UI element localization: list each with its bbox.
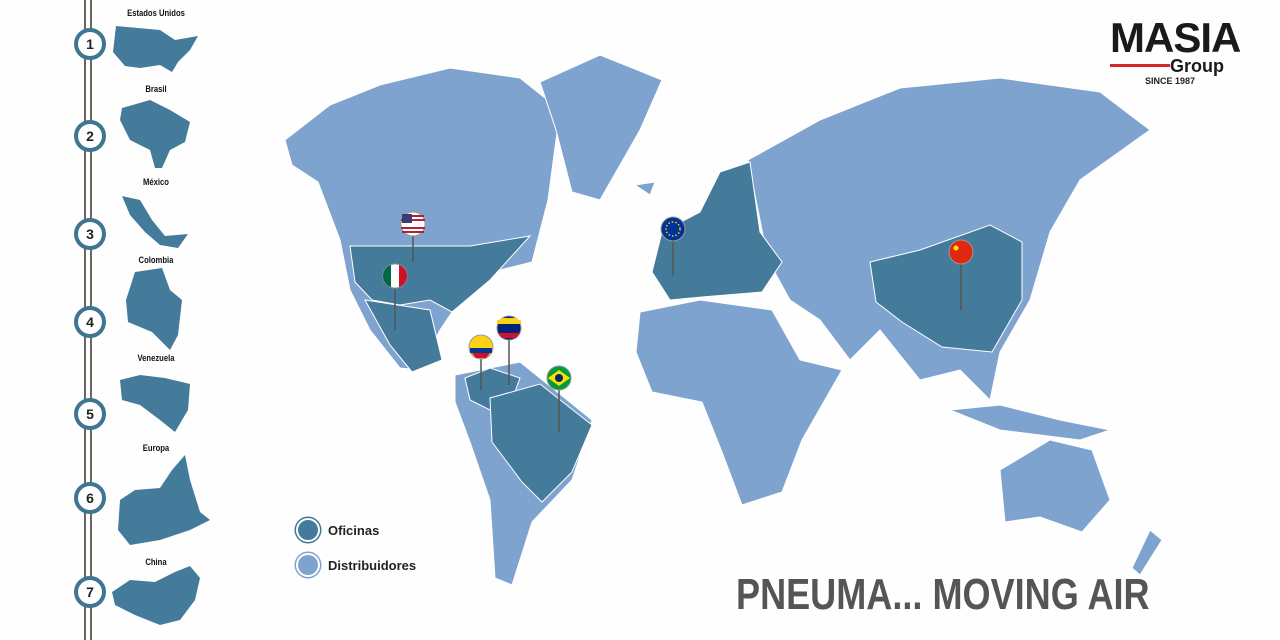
flag-pin-venezuela [496,315,522,341]
country-label-brazil: Brasil [145,84,167,94]
step-4-badge: 4 [74,306,106,338]
legend-offices-label: Oficinas [328,522,380,538]
slogan: PNEUMA... MOVING AIR [736,570,1150,619]
logo-sub: Group [1170,56,1224,76]
flag-pin-usa [400,211,426,237]
asia [747,77,1151,402]
usa-office-region [349,235,532,313]
china-silhouette [112,566,200,625]
country-label-mexico: México [143,177,169,187]
brazil-office-region [489,383,593,503]
distributors-swatch-icon [296,553,320,577]
legend-distributors: Distribuidores [296,553,416,577]
venezuela-silhouette [120,375,190,432]
country-label-colombia: Colombia [138,255,174,265]
legend-offices: Oficinas [296,518,379,542]
flag-pin-colombia [468,334,494,360]
mexico-office-region [364,299,443,373]
step-6-badge: 6 [74,482,106,514]
brazil-silhouette [120,100,190,168]
europe-silhouette [118,455,210,545]
china-office-region [869,224,1023,353]
country-label-venezuela: Venezuela [137,353,175,363]
country-label-europe: Europa [142,443,170,453]
country-silhouettes [112,26,210,625]
australia [999,439,1111,533]
flag-pin-mexico [382,263,408,289]
flag-pin-brazil [546,365,572,391]
step-1-badge: 1 [74,28,106,60]
greenland [539,54,663,201]
usa-silhouette [113,26,198,72]
step-7-badge: 7 [74,576,106,608]
colombia-silhouette [126,268,182,350]
masia-group-logo: MASIA Group SINCE 1987 [1110,14,1250,86]
mexico-silhouette [122,196,188,248]
africa [635,299,843,506]
step-3-badge: 3 [74,218,106,250]
flag-pin-europe [660,216,686,242]
europe-office-region [651,161,783,301]
legend-distributors-label: Distribuidores [328,557,417,573]
logo-name: MASIA [1110,14,1241,61]
country-label-china: China [145,557,167,567]
new-zealand [1131,529,1163,576]
logo-red-bar [1110,64,1170,67]
offices-swatch-icon [296,518,320,542]
step-5-badge: 5 [74,398,106,430]
flag-pin-china [948,239,974,265]
logo-since: SINCE 1987 [1145,76,1196,86]
step-2-badge: 2 [74,120,106,152]
indonesia [949,404,1112,441]
country-label-usa: Estados Unidos [127,8,185,18]
